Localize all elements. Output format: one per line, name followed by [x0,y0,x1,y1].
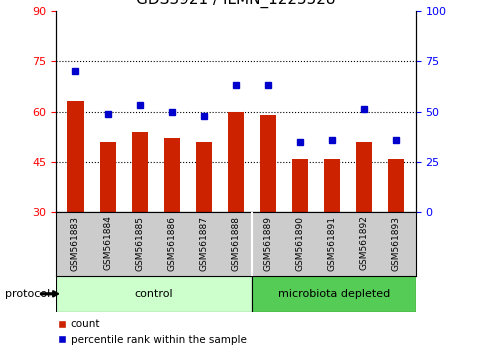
Bar [67,101,83,212]
Bar [195,142,211,212]
Bar [291,159,307,212]
Text: microbiota depleted: microbiota depleted [277,289,389,299]
Bar [324,159,340,212]
Bar [131,132,147,212]
Text: control: control [135,289,173,299]
Bar [100,142,115,212]
Bar [163,138,180,212]
Bar [260,115,276,212]
Title: GDS3921 / ILMN_1225528: GDS3921 / ILMN_1225528 [136,0,335,8]
Text: GSM561890: GSM561890 [295,216,304,270]
Bar [356,142,371,212]
Text: GSM561884: GSM561884 [103,216,112,270]
Legend: count, percentile rank within the sample: count, percentile rank within the sample [54,315,250,349]
Bar [387,159,404,212]
FancyBboxPatch shape [56,276,251,312]
Text: protocol: protocol [5,289,50,299]
Text: GSM561891: GSM561891 [327,216,336,270]
Text: GSM561887: GSM561887 [199,216,208,270]
Text: GSM561889: GSM561889 [263,216,272,270]
Text: GSM561888: GSM561888 [231,216,240,270]
Text: GSM561883: GSM561883 [71,216,80,270]
Text: GSM561885: GSM561885 [135,216,144,270]
Text: GSM561893: GSM561893 [391,216,400,270]
Bar [227,112,244,212]
FancyBboxPatch shape [251,276,415,312]
Text: GSM561892: GSM561892 [359,216,368,270]
Text: GSM561886: GSM561886 [167,216,176,270]
